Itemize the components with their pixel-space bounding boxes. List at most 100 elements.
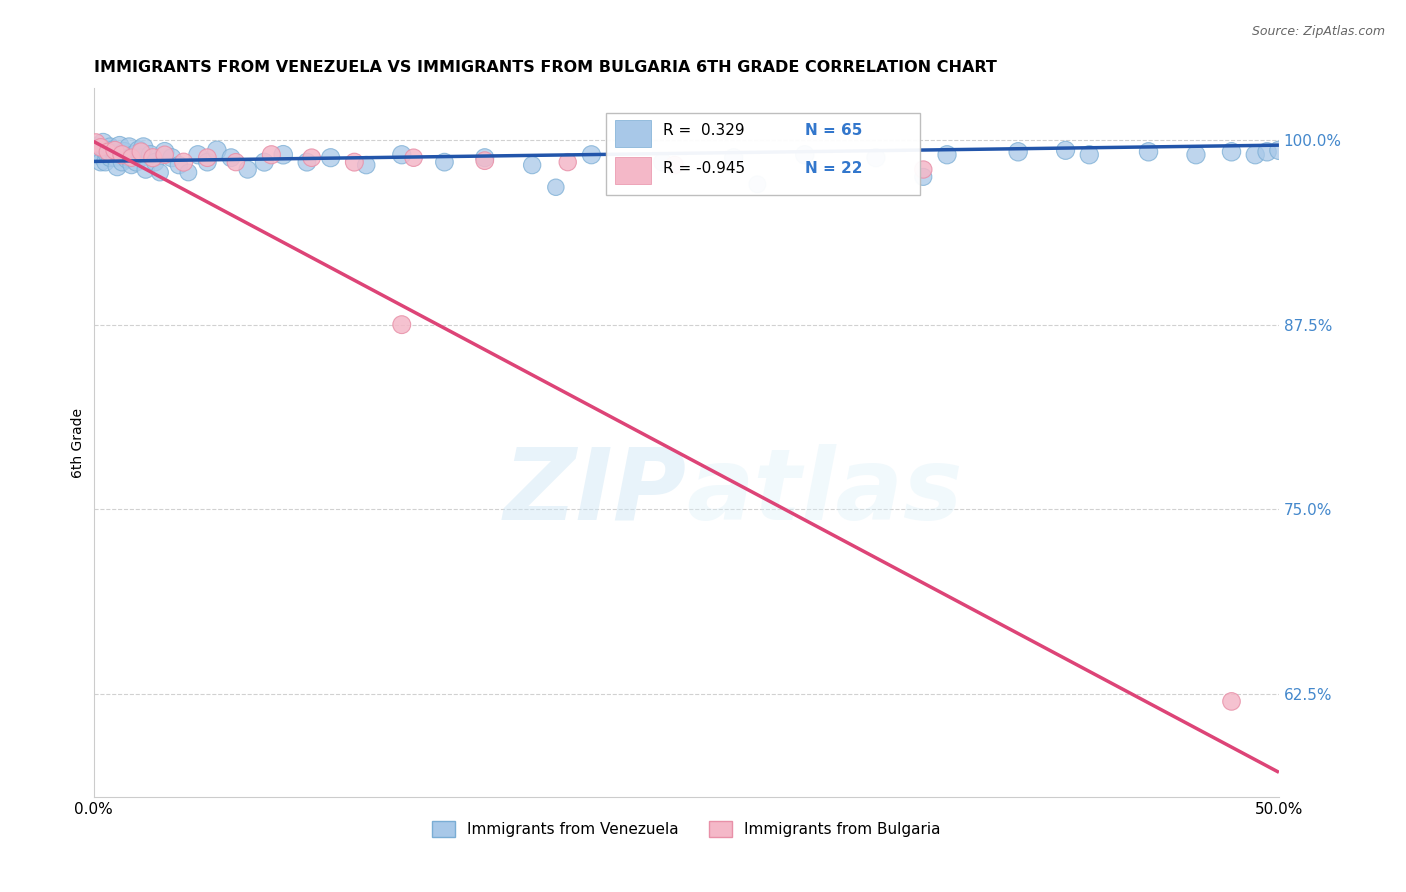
Point [160,151,183,165]
Point [205,144,228,158]
Point [793,147,815,161]
Point [391,147,413,161]
Point [84,140,107,154]
Point [98,151,121,165]
Point [111,147,134,161]
Point [912,169,935,184]
Point [111,147,134,161]
Point [87,147,110,161]
Point [253,155,276,169]
Point [581,147,603,161]
Point [101,144,124,158]
Point [271,147,294,161]
Point [94,145,117,159]
Point [319,151,342,165]
Point [1137,145,1160,159]
Point [177,165,200,179]
Point [121,158,143,172]
Point [121,151,143,165]
Point [1007,145,1029,159]
Point [1256,145,1278,159]
Point [143,155,166,169]
Point [1268,144,1291,158]
Point [651,155,673,169]
Point [402,151,425,165]
Point [122,147,145,161]
Point [104,151,127,165]
Point [1220,694,1243,708]
Point [84,136,107,150]
Point [225,155,247,169]
Point [391,318,413,332]
Point [520,158,543,172]
Point [723,151,745,165]
Text: R = -0.945: R = -0.945 [662,161,745,176]
Point [142,151,165,165]
Point [108,139,131,153]
Point [115,152,138,166]
Text: ZIP: ZIP [503,444,686,541]
Point [118,151,141,165]
Point [664,158,686,172]
Bar [616,157,651,184]
Bar [616,120,651,147]
Text: atlas: atlas [686,444,963,541]
Point [90,155,112,169]
Point [98,140,121,154]
Point [195,151,218,165]
Point [187,147,209,161]
Point [173,155,195,169]
Point [1220,145,1243,159]
Point [865,151,887,165]
Point [236,162,259,177]
Point [354,158,377,172]
Point [1078,147,1101,161]
Point [135,162,157,177]
Point [128,144,150,158]
Point [97,147,120,161]
Point [195,155,218,169]
Point [936,147,959,161]
Point [544,180,567,194]
Point [747,178,769,192]
Y-axis label: 6th Grade: 6th Grade [72,408,86,478]
Point [912,162,935,177]
Point [132,140,155,154]
Point [125,155,148,169]
Point [153,147,176,161]
Point [301,151,323,165]
Point [557,155,579,169]
Point [295,155,318,169]
Text: R =  0.329: R = 0.329 [662,123,744,138]
Point [111,155,134,169]
Point [149,165,172,179]
Point [153,145,176,159]
Point [139,147,162,161]
Point [1185,147,1208,161]
Point [474,151,496,165]
Point [1244,147,1267,161]
Legend: Immigrants from Venezuela, Immigrants from Bulgaria: Immigrants from Venezuela, Immigrants fr… [426,814,946,843]
Point [104,144,127,158]
Point [474,153,496,168]
Text: N = 22: N = 22 [804,161,862,176]
Text: N = 65: N = 65 [804,123,862,138]
Point [91,136,114,150]
Point [105,160,128,174]
Point [94,155,117,169]
Text: Source: ZipAtlas.com: Source: ZipAtlas.com [1251,25,1385,38]
FancyBboxPatch shape [606,113,920,194]
Text: IMMIGRANTS FROM VENEZUELA VS IMMIGRANTS FROM BULGARIA 6TH GRADE CORRELATION CHAR: IMMIGRANTS FROM VENEZUELA VS IMMIGRANTS … [94,60,997,75]
Point [433,155,456,169]
Point [112,145,135,159]
Point [343,155,366,169]
Point [1054,144,1077,158]
Point [129,145,152,159]
Point [129,151,152,165]
Point [97,145,120,159]
Point [219,151,242,165]
Point [90,140,112,154]
Point [260,147,283,161]
Point [118,140,141,154]
Point [167,158,190,172]
